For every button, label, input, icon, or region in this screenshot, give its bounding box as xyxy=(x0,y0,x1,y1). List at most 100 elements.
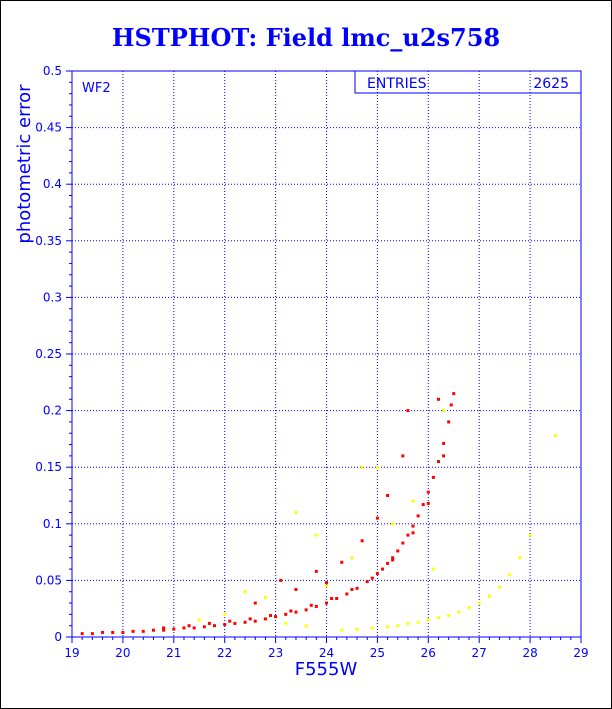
x-tick-label: 26 xyxy=(421,646,436,660)
data-point xyxy=(360,465,364,469)
data-point xyxy=(442,409,446,413)
data-point xyxy=(370,576,374,580)
data-point xyxy=(213,624,217,628)
data-point xyxy=(90,632,94,636)
data-point xyxy=(335,597,339,601)
data-point xyxy=(243,620,247,624)
y-tick-label: 0.4 xyxy=(43,177,62,191)
data-point xyxy=(355,627,359,631)
data-point xyxy=(284,612,288,616)
data-point xyxy=(447,420,451,424)
chart-title: HSTPHOT: Field lmc_u2s758 xyxy=(112,23,500,52)
data-point xyxy=(223,612,227,616)
x-tick-label: 20 xyxy=(115,646,130,660)
data-point xyxy=(263,617,267,621)
data-point xyxy=(396,624,400,628)
y-tick-label: 0.1 xyxy=(43,517,62,531)
data-point xyxy=(340,560,344,564)
data-point xyxy=(421,503,425,507)
x-tick-label: 25 xyxy=(370,646,385,660)
data-point xyxy=(202,625,206,629)
data-point xyxy=(467,606,471,610)
data-point xyxy=(279,578,283,582)
data-point xyxy=(253,601,257,605)
data-point xyxy=(380,567,384,571)
x-tick-label: 24 xyxy=(319,646,334,660)
data-point xyxy=(375,465,379,469)
data-point xyxy=(162,628,166,632)
data-point xyxy=(162,626,166,630)
stats-entries-label: ENTRIES xyxy=(367,76,427,92)
x-axis-label: F555W xyxy=(295,659,358,680)
data-point xyxy=(325,601,328,605)
data-point xyxy=(411,531,415,535)
data-point xyxy=(141,629,145,633)
data-point xyxy=(294,510,298,514)
data-point xyxy=(406,621,410,625)
data-point xyxy=(360,539,364,543)
data-point xyxy=(228,619,232,623)
data-point xyxy=(498,585,502,589)
data-point xyxy=(375,516,379,520)
data-point xyxy=(284,621,288,625)
x-axis-ticks: 19 20 21 22 23 24 25 26 27 28 29 xyxy=(64,637,589,660)
data-point xyxy=(309,603,313,607)
data-point xyxy=(436,397,440,401)
data-point xyxy=(325,581,328,585)
x-tick-label: 22 xyxy=(217,646,232,660)
y-tick-label: 0 xyxy=(54,630,62,644)
data-point xyxy=(396,549,400,553)
data-point xyxy=(325,584,328,588)
data-point xyxy=(426,618,430,622)
data-point xyxy=(436,460,440,464)
data-point xyxy=(431,567,435,571)
data-point xyxy=(350,556,354,560)
data-point xyxy=(487,594,491,598)
stats-box: ENTRIES 2625 xyxy=(354,70,582,94)
points-layer xyxy=(80,392,558,636)
data-point xyxy=(314,604,318,608)
data-point xyxy=(436,616,440,620)
data-point xyxy=(518,556,522,560)
data-point xyxy=(314,569,318,573)
data-point xyxy=(386,494,390,497)
data-point xyxy=(350,587,354,591)
data-point xyxy=(457,610,461,614)
data-point xyxy=(426,490,430,494)
data-point xyxy=(289,609,293,613)
y-tick-label: 0.25 xyxy=(35,347,62,361)
data-point xyxy=(431,475,435,479)
data-point xyxy=(330,597,334,601)
data-point xyxy=(233,621,237,625)
y-axis-ticks: 0 0.05 0.1 0.15 0.2 0.25 0.3 0.35 0.4 0.45 0.5 xyxy=(35,64,72,644)
data-point xyxy=(406,409,410,413)
data-point xyxy=(192,626,196,630)
x-tick-label: 28 xyxy=(522,646,537,660)
y-tick-label: 0.15 xyxy=(35,460,62,474)
stats-box-frame xyxy=(354,70,582,94)
x-tick-label: 19 xyxy=(64,646,79,660)
data-point xyxy=(274,615,278,619)
data-point xyxy=(223,623,227,627)
data-point xyxy=(314,533,318,537)
data-point xyxy=(449,403,453,407)
data-point xyxy=(269,613,273,617)
y-tick-label: 0.45 xyxy=(35,121,62,135)
data-point xyxy=(452,392,456,396)
data-point xyxy=(477,601,481,605)
data-point xyxy=(528,533,532,537)
data-point xyxy=(391,522,395,526)
data-point xyxy=(411,499,415,503)
data-point xyxy=(416,620,420,624)
data-point xyxy=(207,621,211,625)
data-point xyxy=(345,592,349,596)
data-point xyxy=(253,619,257,623)
data-point xyxy=(554,434,558,438)
data-point xyxy=(294,610,298,614)
data-point xyxy=(386,561,390,565)
data-point xyxy=(121,630,125,634)
data-point xyxy=(182,626,186,630)
data-point xyxy=(304,624,308,628)
